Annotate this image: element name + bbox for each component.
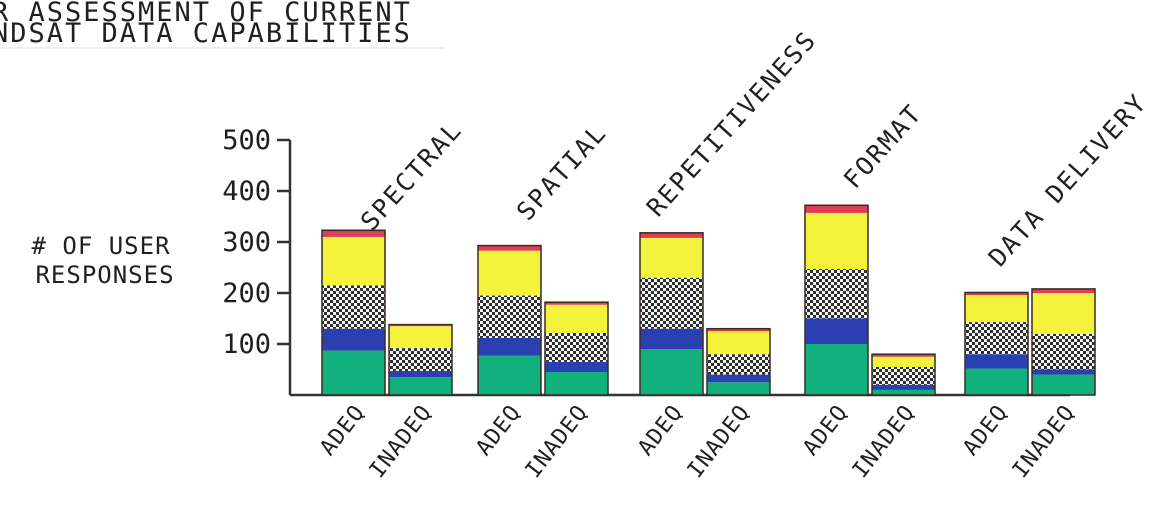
bar-segment: [322, 328, 385, 351]
bar-outline: [477, 244, 542, 396]
bar-segment: [872, 356, 935, 367]
y-ticks: 100 200 300 400 500: [222, 125, 290, 360]
bar-segment: [545, 361, 608, 373]
chart-title-line-1: R ASSESSMENT OF CURRENT: [0, 0, 412, 28]
bar-outline: [706, 327, 771, 396]
bar-segment: [545, 372, 608, 395]
bar-format-inadeq: [871, 353, 936, 396]
bar-segment: [872, 366, 935, 385]
bar-segment: [872, 384, 935, 390]
bar-segment: [965, 322, 1028, 355]
bar-segment: [478, 337, 541, 356]
y-tick-label: 200: [222, 278, 271, 309]
bar-segment: [640, 232, 703, 238]
bar-label: INADEQ: [365, 400, 437, 483]
y-tick-label: 300: [222, 227, 271, 258]
bar-segment: [640, 349, 703, 395]
bar-segment: [322, 230, 385, 237]
bar-segment: [805, 269, 868, 319]
bar-segment: [478, 245, 541, 251]
bar-label: ADEQ: [798, 400, 853, 460]
bar-segment: [707, 374, 770, 383]
bar-label: INADEQ: [1008, 400, 1080, 483]
bar-segment: [805, 205, 868, 213]
bar-segment: [389, 377, 452, 395]
bar-segment: [1032, 369, 1095, 375]
bar-label: ADEQ: [315, 400, 370, 460]
category-label: SPATIAL: [511, 118, 612, 226]
bar-segment: [545, 304, 608, 333]
bar-repetitiveness-inadeq: [706, 327, 771, 396]
bar-segment: [322, 236, 385, 286]
bar-segment: [805, 212, 868, 270]
bar-label: ADEQ: [633, 400, 688, 460]
category-label: DATA DELIVERY: [983, 88, 1153, 272]
y-axis-label-line-2: RESPONSES: [35, 261, 174, 289]
bar-outline: [804, 204, 869, 396]
bar-segment: [965, 368, 1028, 395]
bar-segment: [872, 354, 935, 357]
bar-spatial-adeq: [477, 244, 542, 396]
bar-data-delivery-adeq: [964, 291, 1029, 396]
category-label: REPETITIVENESS: [641, 25, 822, 222]
bar-segment: [707, 331, 770, 355]
category-label: SPECTRAL: [355, 115, 468, 236]
bar-segment: [389, 326, 452, 349]
bar-segment: [478, 295, 541, 338]
bars: [321, 204, 1096, 396]
bar-outline: [639, 232, 704, 396]
bar-segment: [640, 237, 703, 278]
category-label: FORMAT: [838, 99, 928, 194]
bar-segment: [965, 292, 1028, 296]
bar-spectral-adeq: [321, 229, 386, 396]
y-tick-label: 400: [222, 176, 271, 207]
bar-segment: [1032, 293, 1095, 334]
chart-title-line-2: NDSAT DATA CAPABILITIES: [0, 18, 412, 49]
bar-segment: [965, 295, 1028, 323]
bar-outline: [321, 229, 386, 396]
bar-label: INADEQ: [848, 400, 920, 483]
bar-segment: [640, 328, 703, 350]
bar-segment: [545, 332, 608, 362]
bar-label: ADEQ: [958, 400, 1013, 460]
bar-outline: [544, 301, 609, 396]
category-labels: SPECTRAL SPATIAL REPETITIVENESS FORMAT DATA …: [355, 25, 1153, 272]
bar-segment: [545, 302, 608, 305]
bar-segment: [707, 328, 770, 332]
bar-outline: [964, 291, 1029, 396]
bar-outline: [871, 353, 936, 396]
bar-segment: [872, 389, 935, 395]
bar-segment: [1032, 333, 1095, 370]
bar-segment: [478, 355, 541, 395]
bar-repetitiveness-adeq: [639, 232, 704, 396]
bar-label: INADEQ: [683, 400, 755, 483]
y-tick-label: 100: [222, 329, 271, 360]
bar-label: ADEQ: [471, 400, 526, 460]
bar-segment: [322, 350, 385, 395]
bar-segment: [707, 382, 770, 395]
bar-segment: [1032, 374, 1095, 395]
bar-spatial-inadeq: [544, 301, 609, 396]
bar-spectral-inadeq: [388, 323, 453, 396]
bar-segment: [322, 285, 385, 329]
bar-segment: [965, 354, 1028, 369]
bar-segment: [1032, 288, 1095, 293]
bar-segment: [805, 318, 868, 344]
bar-outline: [1031, 288, 1096, 396]
bar-label: INADEQ: [521, 400, 593, 483]
bar-segment: [478, 250, 541, 296]
bar-format-adeq: [804, 204, 869, 396]
bar-segment: [707, 354, 770, 375]
bar-segment: [389, 348, 452, 372]
bar-data-delivery-inadeq: [1031, 288, 1096, 396]
y-tick-label: 500: [222, 125, 271, 156]
bar-segment: [805, 344, 868, 395]
bar-segment: [640, 277, 703, 329]
bar-outline: [388, 323, 453, 396]
bar-segment: [389, 371, 452, 378]
bar-segment: [389, 324, 452, 327]
y-axis-label-line-1: # OF USER: [31, 232, 170, 260]
